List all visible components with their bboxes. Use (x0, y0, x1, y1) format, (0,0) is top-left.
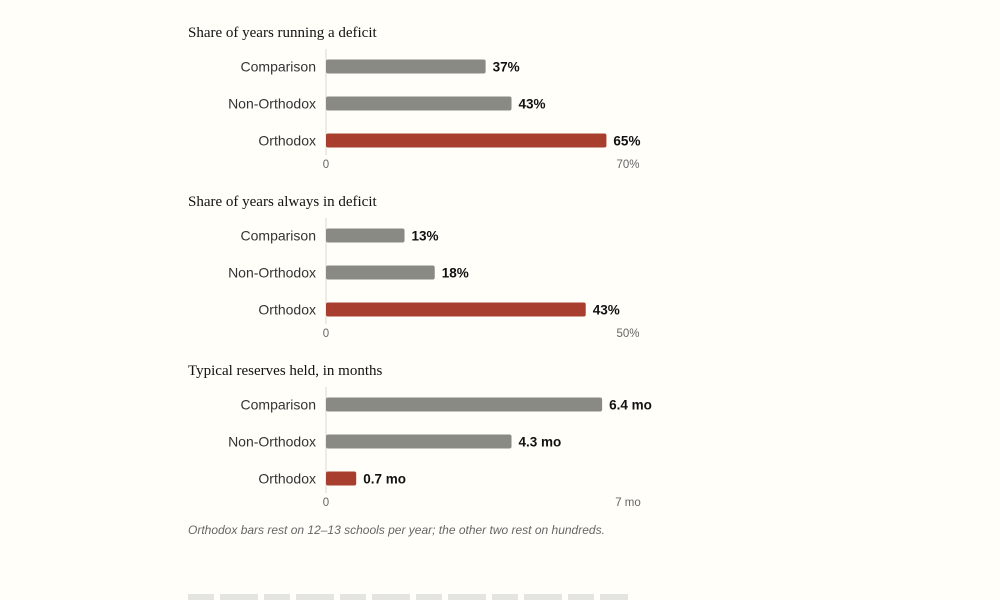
category-label: Orthodox (258, 302, 316, 318)
data-label: 6.4 mo (609, 398, 652, 413)
chart-title: Typical reserves held, in months (188, 363, 383, 379)
category-label: Orthodox (258, 471, 316, 487)
bar (326, 59, 486, 74)
bar (326, 471, 357, 486)
tick-label: 0 (323, 497, 329, 509)
bar (326, 228, 405, 243)
category-label: Comparison (241, 397, 316, 413)
tick-label: 0 (323, 328, 329, 340)
category-label: Non-Orthodox (228, 434, 316, 450)
chart-title: Share of years running a deficit (188, 25, 377, 41)
data-label: 18% (442, 266, 469, 281)
bar-chart: Comparison 37% Non-Orthodox 43% Orthodox 65% 0… (228, 49, 640, 171)
truncated-paragraph (188, 594, 628, 600)
bar (326, 397, 603, 412)
tick-label: 7 mo (615, 497, 641, 509)
data-label: 13% (412, 229, 439, 244)
category-label: Comparison (241, 59, 316, 75)
bar (326, 96, 512, 111)
bar-chart: Comparison 13% Non-Orthodox 18% Orthodox 43% 0… (228, 218, 640, 340)
data-label: 0.7 mo (363, 472, 406, 487)
chart-title: Share of years always in deficit (188, 194, 377, 210)
tick-label: 70% (616, 159, 639, 171)
bar (326, 265, 435, 280)
bar (326, 302, 586, 317)
category-label: Orthodox (258, 133, 316, 149)
data-label: 43% (519, 97, 546, 112)
data-label: 37% (493, 60, 520, 75)
category-label: Non-Orthodox (228, 96, 316, 112)
category-label: Non-Orthodox (228, 265, 316, 281)
bar (326, 434, 512, 449)
data-label: 4.3 mo (519, 435, 562, 450)
bar (326, 133, 607, 148)
tick-label: 50% (616, 328, 639, 340)
chart-note: Orthodox bars rest on 12–13 schools per … (188, 523, 605, 537)
tick-label: 0 (323, 159, 329, 171)
bar-chart: Comparison 6.4 mo Non-Orthodox 4.3 mo Orthod… (228, 387, 652, 509)
category-label: Comparison (241, 228, 316, 244)
data-label: 43% (593, 303, 620, 318)
data-label: 65% (613, 134, 640, 149)
